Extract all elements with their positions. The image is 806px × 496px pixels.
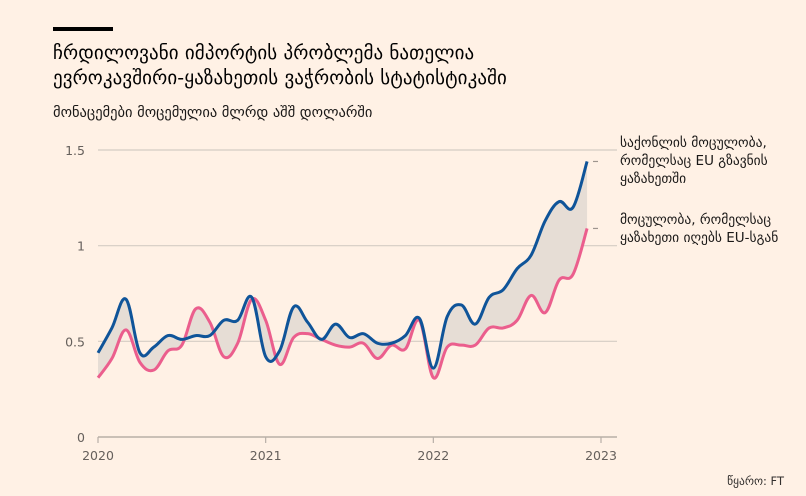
y-tick-label: 1	[77, 239, 85, 254]
legend-series-sent: საქონლის მოცულობა, რომელსაც EU გზავნის ყ…	[620, 134, 800, 188]
x-axis	[97, 436, 617, 443]
x-tick-label: 2020	[82, 448, 114, 463]
series-line-received	[96, 228, 589, 380]
legend-series-sent-line1: საქონლის მოცულობა,	[620, 135, 767, 151]
x-tick-label: 2021	[250, 448, 282, 463]
y-tick-label: 1.5	[65, 143, 85, 158]
x-tick-label: 2022	[417, 448, 449, 463]
legend-series-received: მოცულობა, რომელსაც ყაზახეთი იღებს EU-სგა…	[620, 211, 800, 247]
x-tick-labels: 2020 2021 2022 2023	[82, 448, 617, 463]
title-line-1: ჩრდილოვანი იმპორტის პრობლემა ნათელია	[53, 42, 475, 64]
legend-series-sent-line2: რომელსაც EU გზავნის	[620, 153, 768, 169]
y-tick-label: 0	[77, 430, 85, 445]
legend-series-sent-line3: ყაზახეთში	[620, 171, 687, 187]
chart-subtitle: მონაცემები მოცემულია მლრდ აშშ დოლარში	[53, 105, 373, 121]
x-tick-label: 2023	[585, 448, 617, 463]
source-note: წყარო: FT	[727, 474, 784, 488]
series-line-sent	[96, 161, 589, 370]
legend-series-received-line2: ყაზახეთი იღებს EU-სგან	[620, 230, 779, 246]
series-lines	[96, 161, 589, 380]
legend-series-received-line1: მოცულობა, რომელსაც	[620, 212, 772, 228]
title-line-2: ევროკავშირი-ყაზახეთის ვაჭრობის სტატისტიკ…	[53, 67, 507, 89]
legend-markers	[593, 160, 598, 230]
chart-title: ჩრდილოვანი იმპორტის პრობლემა ნათელია ევრ…	[53, 41, 613, 91]
y-tick-labels: 0 0.5 1 1.5	[65, 143, 85, 445]
y-tick-label: 0.5	[65, 334, 85, 349]
title-accent-bar	[53, 27, 113, 31]
